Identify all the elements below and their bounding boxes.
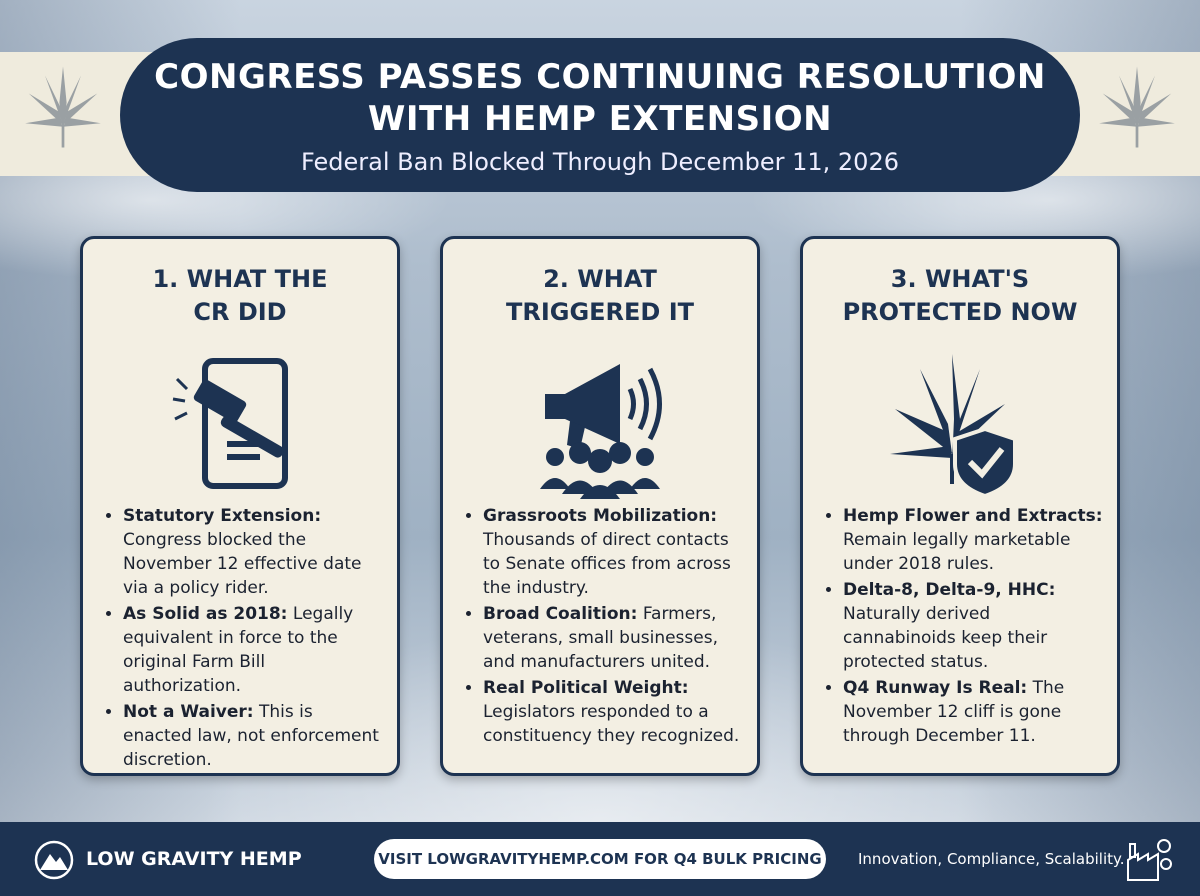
card-title: 1. WHAT THE CR DID (83, 263, 397, 329)
text: Delta-8, Delta-9, HHC: (843, 580, 1056, 600)
text: The November 12 cliff is gone through De… (843, 678, 1065, 746)
title-line: CONGRESS PASSES CONTINUING RESOLUTION (154, 57, 1046, 97)
logo (34, 840, 74, 880)
bullet-list: Hemp Flower and Extracts: Remain legally… (821, 504, 1107, 750)
text: As Solid as 2018: (123, 604, 288, 624)
bullet-list: Statutory Extension: Congress blocked th… (101, 504, 387, 774)
text: CR DID (193, 298, 287, 326)
text: Farmers, veterans, small businesses, and… (483, 604, 718, 672)
header: CONGRESS PASSES CONTINUING RESOLUTION WIT… (120, 38, 1080, 192)
leaf-icon (25, 66, 101, 148)
card: 1. WHAT THE CR DID Statutory Extension: C… (80, 236, 400, 776)
text: PROTECTED NOW (842, 298, 1078, 326)
card: 2. WHAT TRIGGERED IT Grassroots Mobilizat… (440, 236, 760, 776)
brand: LOW GRAVITY HEMP (86, 848, 302, 870)
bullet: Delta-8, Delta-9, HHC: Naturally derived… (843, 578, 1107, 674)
text: Grassroots Mobilization: (483, 506, 718, 526)
bullet: Not a Waiver: This is enacted law, not e… (123, 700, 387, 772)
text: Hemp Flower and Extracts: (843, 506, 1103, 526)
text: Remain legally marketable under 2018 rul… (843, 530, 1071, 574)
megaphone-icon (540, 364, 662, 499)
card-title: 2. WHAT TRIGGERED IT (443, 263, 757, 329)
text: Not a Waiver: (123, 702, 254, 722)
text: This is enacted law, not enforcement dis… (123, 702, 379, 770)
card-title: 3. WHAT'S PROTECTED NOW (803, 263, 1117, 329)
subtitle: Federal Ban Blocked Through December 11,… (301, 148, 899, 176)
title: CONGRESS PASSES CONTINUING RESOLUTION WIT… (120, 56, 1080, 140)
card: 3. WHAT'S PROTECTED NOW Hemp Flower and E… (800, 236, 1120, 776)
bullet: Hemp Flower and Extracts: Remain legally… (843, 504, 1107, 576)
footer: LOW GRAVITY HEMP VISIT LOWGRAVITYHEMP.CO… (0, 822, 1200, 896)
bullet: As Solid as 2018: Legally equivalent in … (123, 602, 387, 698)
title-line: WITH HEMP EXTENSION (367, 99, 833, 139)
text: Congress blocked the November 12 effecti… (123, 530, 362, 598)
text: Thousands of direct contacts to Senate o… (483, 530, 731, 598)
tagline: Innovation, Compliance, Scalability. (858, 850, 1125, 868)
bullet: Q4 Runway Is Real: The November 12 cliff… (843, 676, 1107, 748)
cta-button[interactable]: VISIT LOWGRAVITYHEMP.COM FOR Q4 BULK PRI… (374, 839, 826, 879)
text: Q4 Runway Is Real: (843, 678, 1028, 698)
bullet: Broad Coalition: Farmers, veterans, smal… (483, 602, 747, 674)
bullet-list: Grassroots Mobilization: Thousands of di… (461, 504, 747, 750)
text: Statutory Extension: (123, 506, 322, 526)
text: 2. WHAT (543, 265, 657, 293)
text: Real Political Weight: (483, 678, 689, 698)
bullet: Statutory Extension: Congress blocked th… (123, 504, 387, 600)
text: 1. WHAT THE (152, 265, 328, 293)
text: Legally equivalent in force to the origi… (123, 604, 354, 696)
factory-icon (1127, 839, 1172, 881)
leaf-shield-icon (890, 354, 1017, 499)
text: Naturally derived cannabinoids keep thei… (843, 604, 1048, 672)
bullet: Grassroots Mobilization: Thousands of di… (483, 504, 747, 600)
text: 3. WHAT'S (890, 265, 1030, 293)
text: Broad Coalition: (483, 604, 638, 624)
leaf-icon (1099, 66, 1175, 148)
bullet: Real Political Weight: Legislators respo… (483, 676, 747, 748)
gavel-icon (172, 358, 288, 489)
text: TRIGGERED IT (505, 298, 695, 326)
text: Legislators responded to a constituency … (483, 702, 740, 746)
